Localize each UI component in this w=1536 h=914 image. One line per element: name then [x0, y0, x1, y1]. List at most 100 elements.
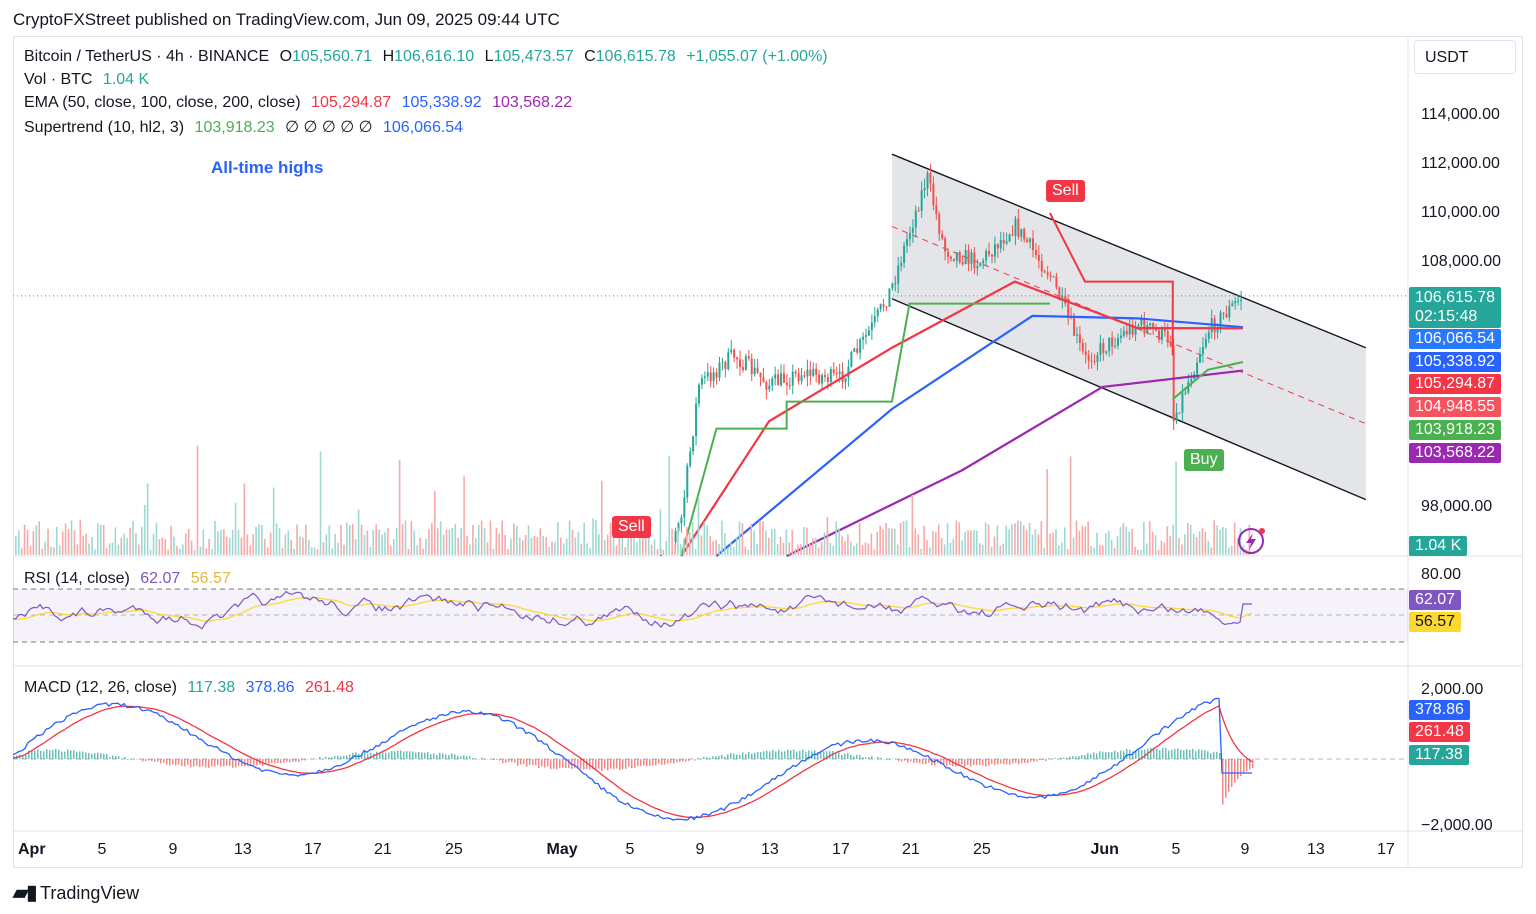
lightning-icon [1238, 528, 1264, 554]
volume-bar [914, 528, 917, 555]
macd-hist-bar [526, 759, 528, 767]
macd-hist-bar [178, 759, 180, 765]
macd-hist-bar [973, 759, 975, 765]
candle-body [1131, 324, 1134, 335]
price-tick: 98,000.00 [1421, 498, 1493, 515]
volume-bar [656, 549, 659, 555]
macd-hist-bar [1141, 750, 1143, 759]
volume-bar [390, 545, 392, 555]
volume-bar [683, 538, 685, 555]
macd-hist-bar [883, 759, 885, 760]
volume-bar [896, 544, 899, 555]
macd-hist-bar [1150, 747, 1152, 759]
candle-body [847, 366, 850, 378]
volume-bar [249, 545, 251, 555]
macd-hist-bar [547, 759, 549, 767]
candle-body [1081, 343, 1084, 352]
macd-hist-bar [742, 752, 744, 759]
volume-bar [524, 535, 527, 555]
macd-hist-bar [1225, 759, 1227, 798]
volume-bar [357, 509, 360, 555]
macd-hist-bar [988, 759, 990, 766]
volume-bar [211, 549, 213, 555]
volume-bar [920, 548, 922, 555]
macd-hist-bar [442, 753, 444, 759]
volume-bar [533, 536, 536, 555]
volume-bar [179, 548, 181, 555]
macd-hist-bar [250, 759, 252, 766]
macd-hist-bar [1186, 749, 1188, 759]
volume-bar [384, 532, 386, 555]
volume-bar [1198, 531, 1201, 555]
candle-body [876, 309, 879, 317]
volume-bar [272, 487, 275, 555]
macd-hist-bar [544, 759, 546, 768]
candle-body [1149, 323, 1152, 326]
macd-hist-bar [568, 759, 570, 768]
macd-hist-bar [436, 754, 438, 759]
volume-bar [410, 521, 413, 555]
volume-bar [1192, 533, 1195, 555]
volume-bar [668, 456, 670, 555]
macd-hist-bar [1174, 748, 1176, 759]
volume-bar [129, 527, 131, 555]
candle-body [1090, 360, 1093, 362]
volume-bar [64, 523, 67, 555]
macd-hist-bar [817, 752, 819, 759]
currency-button[interactable]: USDT [1414, 40, 1516, 74]
macd-hist-bar [1087, 753, 1089, 759]
volume-bar [970, 530, 972, 555]
macd-hist-bar [253, 759, 255, 765]
volume-bar [305, 524, 307, 555]
volume-bar [800, 544, 802, 555]
volume-bar [199, 546, 202, 555]
candle-body [806, 369, 809, 377]
macd-hist-bar [934, 759, 936, 766]
volume-bar [955, 520, 958, 555]
candle-body [680, 517, 683, 524]
rsi-line [12, 590, 1252, 630]
volume-bar [120, 537, 123, 555]
x-axis-label: 9 [1240, 841, 1250, 858]
volume-bar [1219, 529, 1221, 555]
volume-bar [1072, 537, 1075, 555]
macd-hist-bar [847, 752, 849, 759]
volume-bar [680, 544, 682, 555]
x-axis-label: 21 [374, 841, 392, 858]
macd-hist-bar [874, 758, 876, 759]
macd-hist-bar [340, 756, 342, 759]
macd-hist-bar [772, 749, 774, 759]
macd-tick: 2,000.00 [1421, 681, 1484, 698]
volume-bar [545, 536, 547, 555]
volume-bar [1166, 526, 1169, 555]
macd-hist-bar [676, 759, 678, 763]
volume-bar [91, 536, 93, 555]
volume-bar [639, 534, 641, 555]
volume-bar [1189, 524, 1192, 555]
macd-hist-bar [169, 759, 171, 766]
macd-hist-bar [409, 751, 411, 759]
candle-body [853, 348, 856, 352]
candle-body [903, 245, 906, 263]
volume-bar [1213, 520, 1215, 555]
candle-body [765, 382, 768, 390]
macd-hist-bar [1063, 757, 1065, 759]
volume-bar [1055, 529, 1057, 555]
macd-hist-bar [553, 759, 555, 769]
macd-hist-bar [391, 750, 393, 759]
candle-body [973, 252, 976, 269]
candle-body [1073, 317, 1076, 336]
volume-bar [158, 539, 161, 555]
macd-hist-bar [415, 752, 417, 759]
volume-bar [1102, 545, 1104, 555]
macd-hist-bar [1066, 757, 1068, 759]
candle-body [1067, 303, 1070, 318]
macd-hist-bar [619, 759, 621, 770]
volume-bar [1008, 529, 1010, 555]
volume-bar [902, 520, 905, 555]
candle-body [1023, 228, 1026, 240]
last-price-tag: 106,615.78 02:15:48 [1409, 287, 1502, 328]
macd-hist-bar [727, 754, 729, 759]
volume-bar [164, 538, 167, 555]
